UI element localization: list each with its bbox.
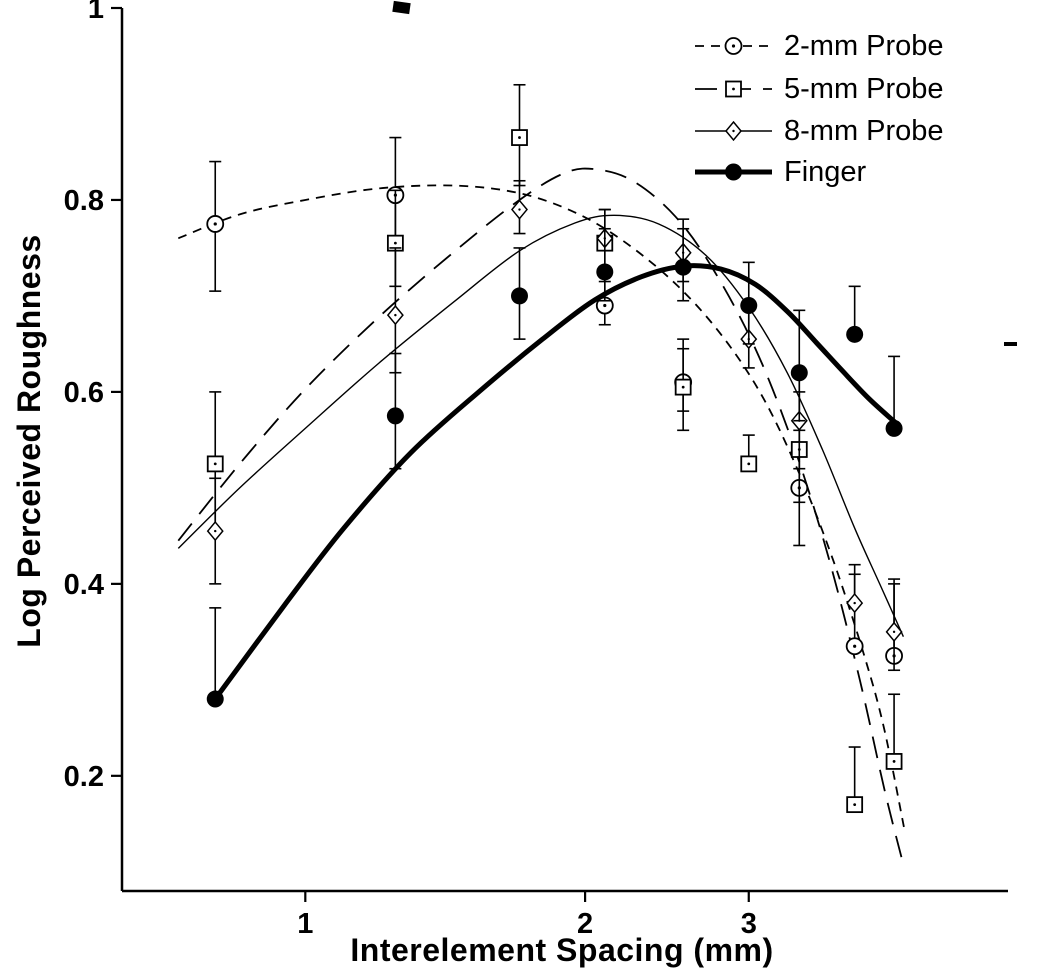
y-tick-label: 0.4	[64, 569, 104, 601]
marker-center-dot	[518, 136, 521, 139]
fit-curve-5-mm-probe	[177, 167, 903, 858]
marker-center-dot	[213, 222, 217, 226]
marker-center-dot	[853, 803, 857, 807]
fit-curve-8-mm-probe	[177, 214, 905, 637]
axes: 0.2 0.4 0.6 0.8 1 1 2 3	[64, 0, 1008, 940]
x-tick-label: 1	[297, 908, 313, 940]
filled-circle-marker	[740, 297, 758, 315]
filled-circle-marker	[674, 258, 692, 276]
filled-circle-marker	[206, 690, 224, 708]
marker-center-dot	[394, 313, 397, 317]
marker-center-dot	[892, 630, 896, 634]
filled-circle-marker	[846, 325, 864, 343]
legend-item-2-mm-probe: 2-mm Probe	[695, 30, 944, 62]
legend-item-8-mm-probe: 8-mm Probe	[695, 115, 944, 147]
marker-center-dot	[853, 644, 857, 648]
marker-center-dot	[603, 303, 607, 308]
marker-center-dot	[747, 462, 751, 466]
series-5-mm-probe	[206, 83, 903, 814]
legend: 2-mm Probe 5-mm Probe 8-mm Probe Finger	[695, 30, 944, 188]
filled-circle-marker	[596, 263, 614, 281]
scan-artifact	[1004, 342, 1017, 346]
series-2-mm-probe	[206, 136, 903, 665]
y-tick-label: 0.6	[64, 377, 104, 409]
filled-circle-marker	[386, 407, 404, 425]
marker-center-dot	[732, 129, 735, 133]
y-tick-label: 0.8	[64, 185, 104, 217]
marker-center-dot	[213, 462, 217, 466]
fit-curve-finger	[213, 263, 901, 701]
marker-center-dot	[732, 87, 735, 91]
fit-curves	[177, 167, 907, 858]
legend-label: 5-mm Probe	[784, 73, 944, 105]
filled-circle-marker	[885, 419, 903, 437]
x-tick-label: 3	[741, 908, 757, 940]
marker-center-dot	[892, 760, 896, 763]
legend-item-5-mm-probe: 5-mm Probe	[695, 73, 944, 105]
marker-center-dot	[853, 601, 856, 605]
series-8-mm-probe	[206, 179, 903, 672]
filled-circle-marker	[510, 287, 528, 305]
legend-label: 8-mm Probe	[784, 115, 944, 147]
legend-label: Finger	[784, 156, 867, 188]
legend-label: 2-mm Probe	[784, 30, 944, 62]
fit-curve-2-mm-probe	[177, 184, 907, 834]
y-tick-label: 1	[88, 0, 104, 25]
marker-center-dot	[393, 241, 397, 245]
x-tick-label: 2	[577, 908, 593, 940]
y-tick-label: 0.2	[64, 761, 104, 793]
legend-item-finger: Finger	[695, 156, 867, 188]
filled-circle-marker	[725, 163, 742, 181]
scan-artifact	[392, 0, 411, 15]
marker-center-dot	[518, 208, 521, 211]
filled-circle-marker	[790, 364, 808, 382]
series-finger	[206, 227, 903, 708]
marker-center-dot	[214, 529, 217, 533]
marker-center-dot	[731, 44, 736, 48]
marker-center-dot	[681, 385, 685, 389]
